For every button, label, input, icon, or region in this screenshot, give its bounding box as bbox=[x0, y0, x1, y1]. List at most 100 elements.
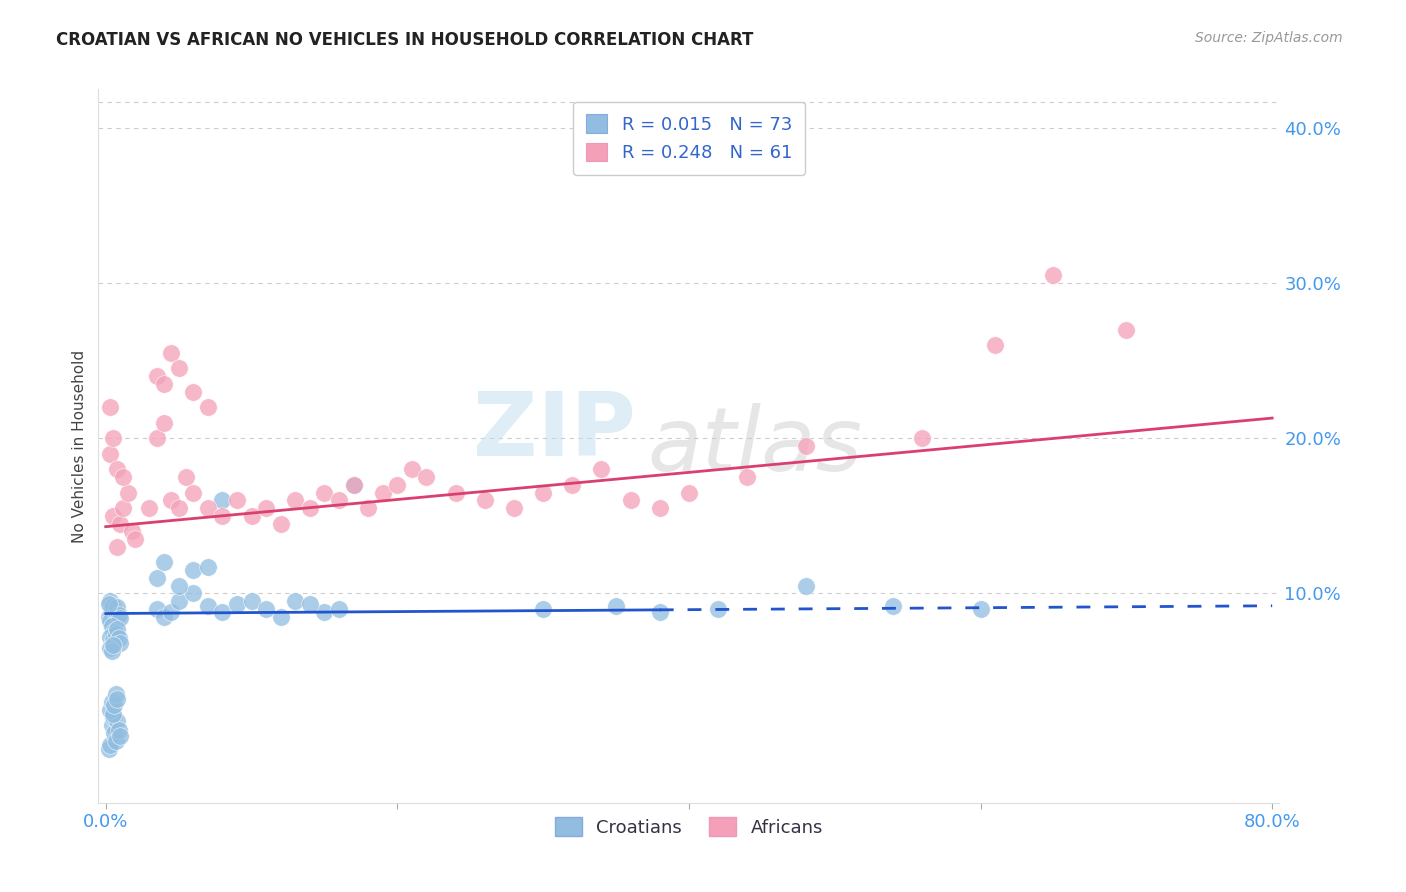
Point bbox=[110, 611, 132, 625]
Point bbox=[342, 477, 364, 491]
Point bbox=[254, 602, 277, 616]
Point bbox=[138, 501, 160, 516]
Point bbox=[100, 602, 122, 616]
Point bbox=[145, 369, 167, 384]
Point bbox=[112, 470, 135, 484]
Point bbox=[735, 470, 758, 484]
Point bbox=[98, 703, 121, 717]
Point bbox=[153, 555, 176, 569]
Point bbox=[794, 579, 817, 593]
Point bbox=[101, 508, 124, 523]
Point bbox=[984, 338, 1007, 352]
Point bbox=[197, 501, 219, 516]
Point bbox=[226, 597, 249, 611]
Text: CROATIAN VS AFRICAN NO VEHICLES IN HOUSEHOLD CORRELATION CHART: CROATIAN VS AFRICAN NO VEHICLES IN HOUSE… bbox=[56, 31, 754, 49]
Point bbox=[226, 493, 249, 508]
Point bbox=[101, 599, 124, 613]
Point bbox=[100, 695, 122, 709]
Point bbox=[105, 714, 128, 728]
Point bbox=[648, 501, 671, 516]
Point bbox=[197, 599, 219, 613]
Point bbox=[104, 605, 127, 619]
Point bbox=[167, 501, 190, 516]
Point bbox=[270, 516, 292, 531]
Point bbox=[101, 707, 124, 722]
Point bbox=[145, 571, 167, 585]
Point bbox=[794, 439, 817, 453]
Point bbox=[105, 613, 128, 627]
Point bbox=[101, 624, 124, 638]
Point bbox=[110, 636, 132, 650]
Point bbox=[98, 640, 121, 655]
Point bbox=[240, 508, 263, 523]
Point bbox=[153, 416, 176, 430]
Point bbox=[911, 431, 934, 445]
Legend: Croatians, Africans: Croatians, Africans bbox=[547, 810, 831, 844]
Point bbox=[270, 609, 292, 624]
Point bbox=[197, 560, 219, 574]
Point bbox=[97, 741, 120, 756]
Point bbox=[503, 501, 526, 516]
Point bbox=[100, 718, 122, 732]
Point bbox=[124, 532, 146, 546]
Point bbox=[387, 477, 409, 491]
Point bbox=[160, 346, 183, 360]
Point bbox=[98, 401, 121, 415]
Point bbox=[591, 462, 613, 476]
Point bbox=[98, 739, 121, 753]
Point bbox=[98, 630, 121, 644]
Y-axis label: No Vehicles in Household: No Vehicles in Household bbox=[72, 350, 87, 542]
Point bbox=[108, 632, 131, 646]
Point bbox=[284, 493, 307, 508]
Point bbox=[153, 376, 176, 391]
Point bbox=[444, 485, 467, 500]
Point bbox=[103, 605, 125, 619]
Point bbox=[104, 626, 127, 640]
Text: Source: ZipAtlas.com: Source: ZipAtlas.com bbox=[1195, 31, 1343, 45]
Point bbox=[314, 485, 336, 500]
Point bbox=[105, 540, 128, 554]
Point bbox=[1042, 268, 1064, 283]
Point bbox=[298, 501, 321, 516]
Text: atlas: atlas bbox=[648, 403, 862, 489]
Point bbox=[174, 470, 197, 484]
Point bbox=[105, 691, 128, 706]
Point bbox=[160, 605, 183, 619]
Point bbox=[103, 617, 125, 632]
Point bbox=[1115, 323, 1137, 337]
Point bbox=[105, 600, 128, 615]
Point bbox=[181, 485, 204, 500]
Point bbox=[97, 609, 120, 624]
Point bbox=[98, 615, 121, 629]
Point bbox=[284, 594, 307, 608]
Point bbox=[101, 638, 124, 652]
Point bbox=[101, 632, 124, 647]
Point bbox=[105, 622, 128, 636]
Point bbox=[110, 729, 132, 743]
Point bbox=[474, 493, 496, 508]
Point bbox=[100, 619, 122, 633]
Point bbox=[104, 687, 127, 701]
Point bbox=[181, 586, 204, 600]
Point bbox=[112, 501, 135, 516]
Point bbox=[561, 477, 583, 491]
Point bbox=[357, 501, 380, 516]
Point bbox=[197, 401, 219, 415]
Point bbox=[328, 493, 350, 508]
Point bbox=[103, 726, 125, 740]
Point bbox=[678, 485, 700, 500]
Point bbox=[103, 625, 125, 640]
Point bbox=[328, 602, 350, 616]
Point bbox=[160, 493, 183, 508]
Point bbox=[605, 599, 627, 613]
Point bbox=[153, 609, 176, 624]
Point bbox=[707, 602, 730, 616]
Point bbox=[117, 485, 139, 500]
Text: ZIP: ZIP bbox=[472, 388, 636, 475]
Point bbox=[181, 384, 204, 399]
Point bbox=[415, 470, 437, 484]
Point bbox=[167, 594, 190, 608]
Point bbox=[108, 608, 131, 623]
Point bbox=[882, 599, 904, 613]
Point bbox=[101, 431, 124, 445]
